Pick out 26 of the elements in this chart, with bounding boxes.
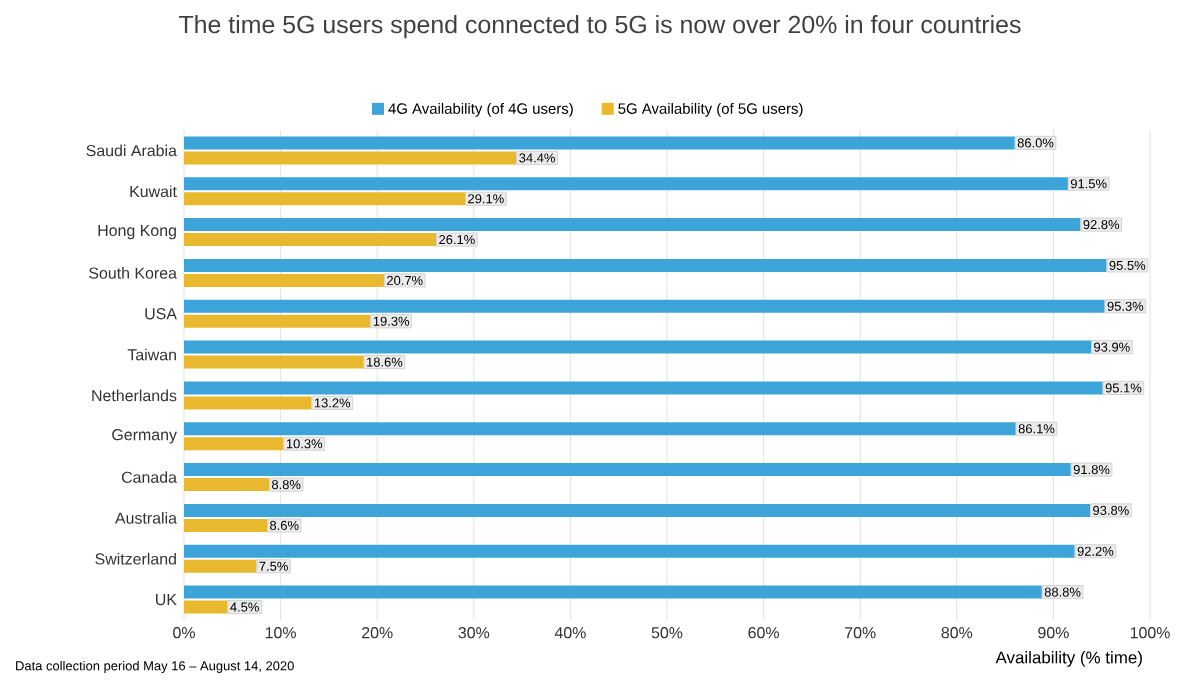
bar [184,355,364,369]
bar [184,314,371,328]
x-axis-title: Availability (% time) [995,651,1142,667]
bar [184,299,1105,313]
bar [184,340,1092,354]
bar [184,503,1091,517]
bar [184,422,1016,436]
bar [184,177,1068,191]
bar [184,585,1042,599]
bar [184,192,466,206]
bar [184,437,284,451]
bar [184,381,1103,395]
bar [184,151,517,165]
bar [184,233,437,247]
bar [184,518,268,532]
bar [184,396,312,410]
bar [184,273,384,287]
bar [184,559,257,573]
bar [184,218,1081,232]
chart-title: The time 5G users spend connected to 5G is now over 20% in four countries [179,15,1021,39]
bar [184,600,228,614]
bar [184,258,1107,272]
bar [184,544,1075,558]
bar [184,478,270,492]
bar [184,463,1071,477]
bar [184,136,1015,150]
